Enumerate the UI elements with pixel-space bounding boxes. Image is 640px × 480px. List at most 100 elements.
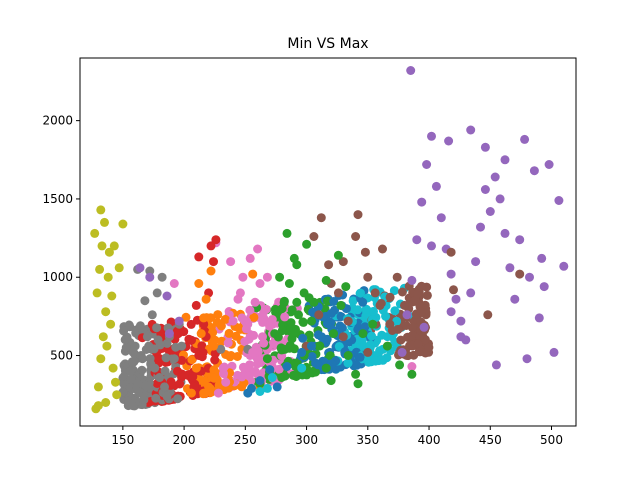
data-point [343, 351, 353, 360]
data-point [368, 319, 378, 329]
data-point [100, 217, 109, 227]
band-point [412, 289, 422, 299]
band-point [126, 375, 136, 385]
band-point [166, 377, 176, 387]
data-point [324, 260, 334, 270]
band-point [358, 297, 368, 307]
band-point [307, 368, 317, 378]
data-point [248, 269, 258, 279]
band-point [220, 314, 230, 324]
data-point [206, 241, 216, 251]
data-point [378, 244, 387, 254]
data-point [277, 304, 287, 314]
data-point [363, 347, 373, 357]
band-point [238, 362, 248, 372]
data-point [297, 347, 307, 357]
data-point [255, 376, 265, 386]
data-point [505, 263, 515, 273]
band-point [187, 335, 196, 345]
band-point [234, 323, 244, 333]
data-point [155, 373, 165, 382]
plot-frame [79, 57, 577, 427]
data-point [114, 263, 124, 273]
band-point [226, 351, 236, 360]
band-point [389, 286, 399, 296]
band-point [424, 343, 434, 352]
data-point [267, 373, 277, 382]
band-point [216, 321, 226, 331]
data-point [549, 347, 559, 357]
data-point [515, 269, 525, 279]
data-point [199, 319, 209, 329]
data-point [456, 316, 466, 326]
band-point [139, 395, 149, 405]
data-point [353, 210, 363, 220]
band-point [237, 372, 247, 382]
band-point [208, 328, 218, 338]
data-point [101, 307, 111, 317]
data-point [258, 332, 267, 342]
x-tick-label: 350 [356, 433, 379, 447]
data-point [177, 341, 187, 351]
data-point [321, 363, 331, 373]
data-point [209, 341, 218, 351]
band-point [377, 330, 387, 340]
band-point [294, 310, 303, 320]
band-point [280, 312, 290, 322]
data-point [238, 272, 248, 282]
band-point [274, 364, 284, 374]
data-point [95, 264, 105, 274]
data-point [412, 235, 422, 245]
data-point [213, 388, 223, 398]
data-point [204, 382, 214, 392]
data-point [314, 310, 324, 320]
band-point [125, 383, 135, 392]
data-point [446, 247, 456, 257]
data-point [456, 332, 466, 342]
data-point [495, 194, 505, 204]
data-point [427, 131, 436, 141]
data-point [145, 266, 155, 276]
band-point [298, 317, 308, 327]
data-point [431, 181, 441, 191]
band-point [414, 347, 424, 357]
data-point [360, 247, 370, 257]
band-point [161, 353, 171, 363]
data-point [138, 354, 147, 364]
band-point [152, 323, 162, 333]
band-point [177, 372, 187, 382]
data-point [253, 244, 263, 254]
band-point [390, 306, 400, 316]
data-point [267, 315, 277, 324]
y-axis: 500 1000 1500 2000 [42, 114, 80, 363]
data-point [262, 272, 272, 282]
data-point [402, 310, 412, 320]
band-point [356, 288, 365, 298]
data-point [336, 300, 346, 310]
band-point [385, 292, 395, 302]
data-point [491, 360, 501, 370]
data-point [275, 272, 285, 282]
data-point [135, 263, 145, 273]
data-point [103, 272, 113, 282]
band-point [175, 379, 185, 389]
data-point [539, 282, 549, 292]
data-point [255, 279, 265, 288]
band-point [355, 352, 365, 362]
data-point [145, 272, 155, 282]
data-point [534, 313, 544, 323]
data-point [316, 213, 326, 223]
data-point [422, 160, 432, 169]
band-point [177, 355, 187, 365]
data-point [104, 247, 114, 257]
data-point [385, 319, 395, 329]
data-point [485, 207, 495, 216]
data-point [107, 291, 117, 301]
y-tick-label: 2000 [42, 114, 73, 128]
data-point [191, 300, 201, 310]
data-point [186, 388, 196, 398]
data-point [169, 354, 179, 364]
data-point [164, 329, 174, 339]
data-point [272, 382, 282, 392]
